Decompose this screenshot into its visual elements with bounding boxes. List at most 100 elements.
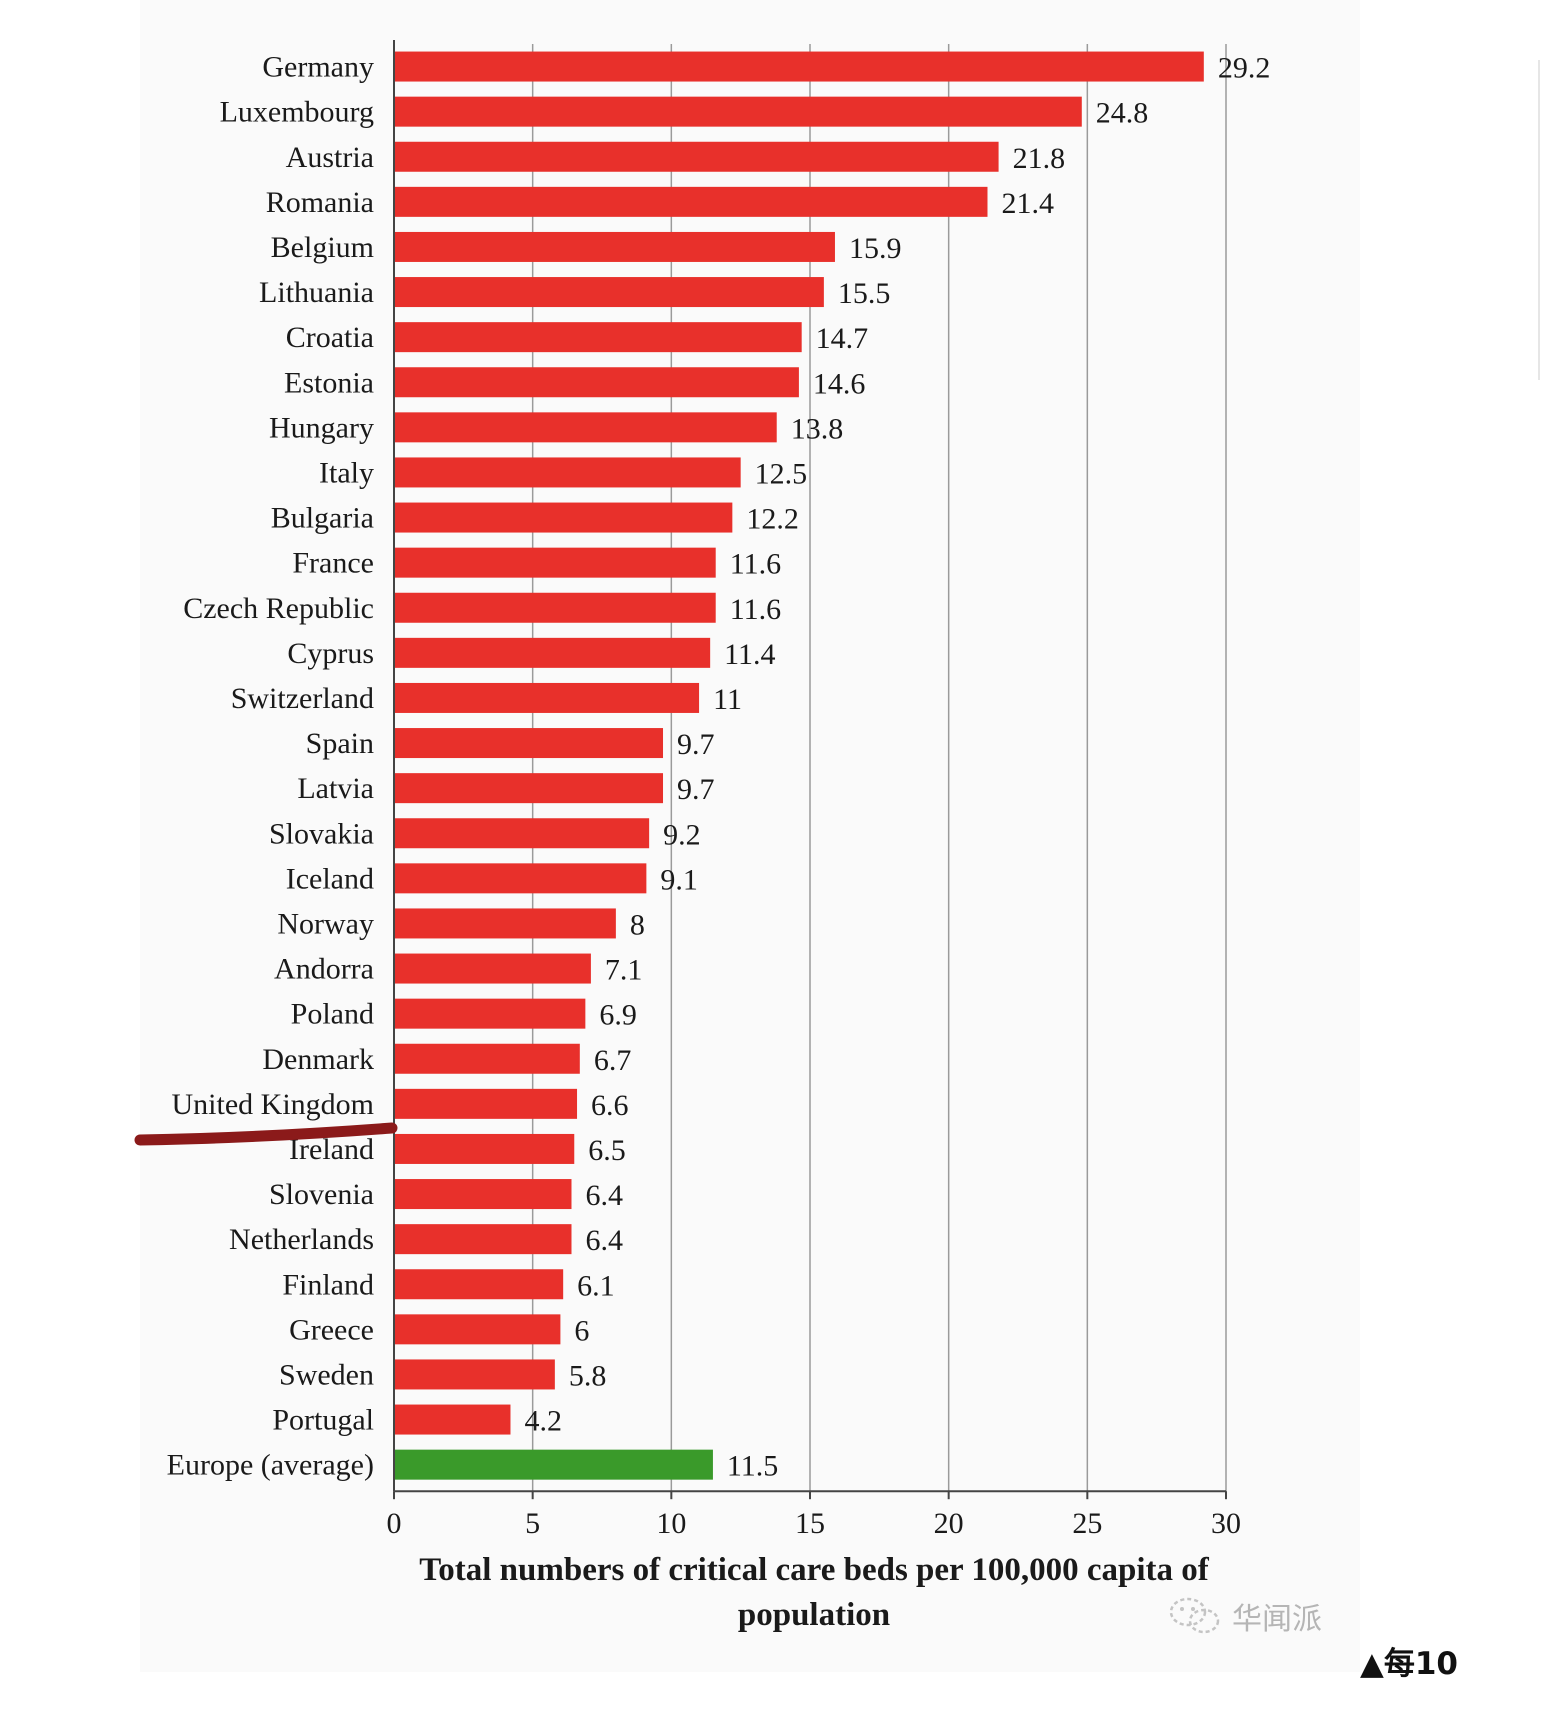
value-label: 13.8 [791,412,844,445]
value-label: 6.7 [594,1044,632,1077]
value-label: 9.7 [677,728,715,761]
bar-belgium [394,231,835,262]
value-label: 21.4 [1001,187,1054,220]
bar-switzerland [394,682,700,713]
bar-norway [394,908,616,939]
value-label: 24.8 [1096,97,1149,130]
category-label: Belgium [271,231,374,264]
category-label: Portugal [272,1404,374,1437]
category-label: Hungary [269,411,374,444]
category-label: Greece [289,1313,374,1346]
bar-sweden [394,1359,555,1390]
value-label: 6 [574,1314,589,1347]
value-label: 12.2 [746,503,799,536]
value-label: 11.6 [730,593,781,626]
category-label: Slovakia [269,817,374,850]
category-label: Denmark [262,1043,374,1076]
page-edge-divider [1538,60,1540,380]
bar-luxembourg [394,96,1082,127]
x-tick-label: 30 [1211,1507,1241,1540]
bar-estonia [394,367,799,398]
value-label: 6.4 [585,1224,623,1257]
annotation [134,1122,398,1146]
bar-lithuania [394,277,824,308]
category-label: Croatia [286,321,374,354]
category-label: Switzerland [231,682,374,715]
bar-italy [394,457,741,488]
value-label: 11 [713,683,742,716]
watermark: 华闻派 [1168,1594,1322,1638]
bar-europe-average- [394,1449,713,1480]
category-label: Spain [306,727,374,760]
bar-croatia [394,322,802,353]
value-label: 15.5 [838,277,891,310]
bar-netherlands [394,1224,572,1255]
bar-greece [394,1314,561,1345]
value-label: 7.1 [605,954,643,987]
bar-spain [394,728,664,759]
category-label: Norway [277,907,374,940]
annotation-stroke [134,1122,398,1146]
category-label: Luxembourg [220,96,374,129]
category-label: France [292,547,374,580]
x-tick-label: 10 [656,1507,686,1540]
x-axis-title-line-1: Total numbers of critical care beds per … [419,1552,1209,1588]
wechat-icon [1169,1597,1220,1634]
category-label: Germany [262,51,374,84]
x-tick-label: 5 [525,1507,540,1540]
x-tick-label: 15 [795,1507,825,1540]
category-label: Austria [286,141,374,174]
value-labels: 29.2 24.8 21.8 21.4 15.9 15.5 14.7 14.6 13.8 12.5… [524,52,1270,1483]
category-label: Cyprus [287,637,374,670]
bars [394,51,1204,1480]
x-axis-title-line-2: population [738,1597,890,1633]
value-label: 6.1 [577,1269,615,1302]
bar-iceland [394,863,647,894]
category-label: Slovenia [269,1178,374,1211]
bar-germany [394,51,1204,82]
category-label: Finland [282,1268,374,1301]
value-label: 8 [630,908,645,941]
category-label: Czech Republic [183,592,374,625]
bar-bulgaria [394,502,733,533]
bar-andorra [394,953,591,984]
value-label: 11.6 [730,548,781,581]
value-label: 6.9 [599,999,637,1032]
category-label: Europe (average) [167,1449,374,1482]
bar-latvia [394,773,664,804]
value-label: 9.7 [677,773,715,806]
value-label: 6.5 [588,1134,626,1167]
bar-france [394,547,716,578]
category-label: Italy [319,456,374,489]
value-label: 15.9 [849,232,902,265]
category-label: Andorra [274,953,374,986]
value-label: 11.5 [727,1450,778,1483]
bar-cyprus [394,637,711,668]
category-labels: Germany Luxembourg Austria Romania Belgium Li… [167,51,374,1482]
bar-romania [394,186,988,217]
bar-finland [394,1269,564,1300]
category-label: Bulgaria [271,502,374,535]
value-label: 14.6 [813,367,866,400]
bar-slovakia [394,818,650,849]
category-label: United Kingdom [172,1088,375,1121]
category-label: Sweden [279,1358,374,1391]
value-label: 4.2 [524,1405,562,1438]
value-label: 21.8 [1013,142,1066,175]
bar-united-kingdom [394,1088,578,1119]
bar-poland [394,998,586,1029]
watermark-text: 华闻派 [1232,1602,1322,1637]
category-label: Lithuania [259,276,374,309]
category-label: Estonia [284,366,374,399]
bar-portugal [394,1404,511,1435]
category-label: Iceland [286,862,374,895]
value-label: 14.7 [816,322,869,355]
x-tick-labels: 0 5 10 15 20 25 30 [387,1491,1241,1540]
value-label: 9.2 [663,818,701,851]
category-label: Poland [291,998,374,1031]
category-label: Latvia [297,772,374,805]
bar-ireland [394,1133,575,1164]
caption: ▲每10 [1360,1646,1458,1682]
value-label: 6.4 [585,1179,623,1212]
